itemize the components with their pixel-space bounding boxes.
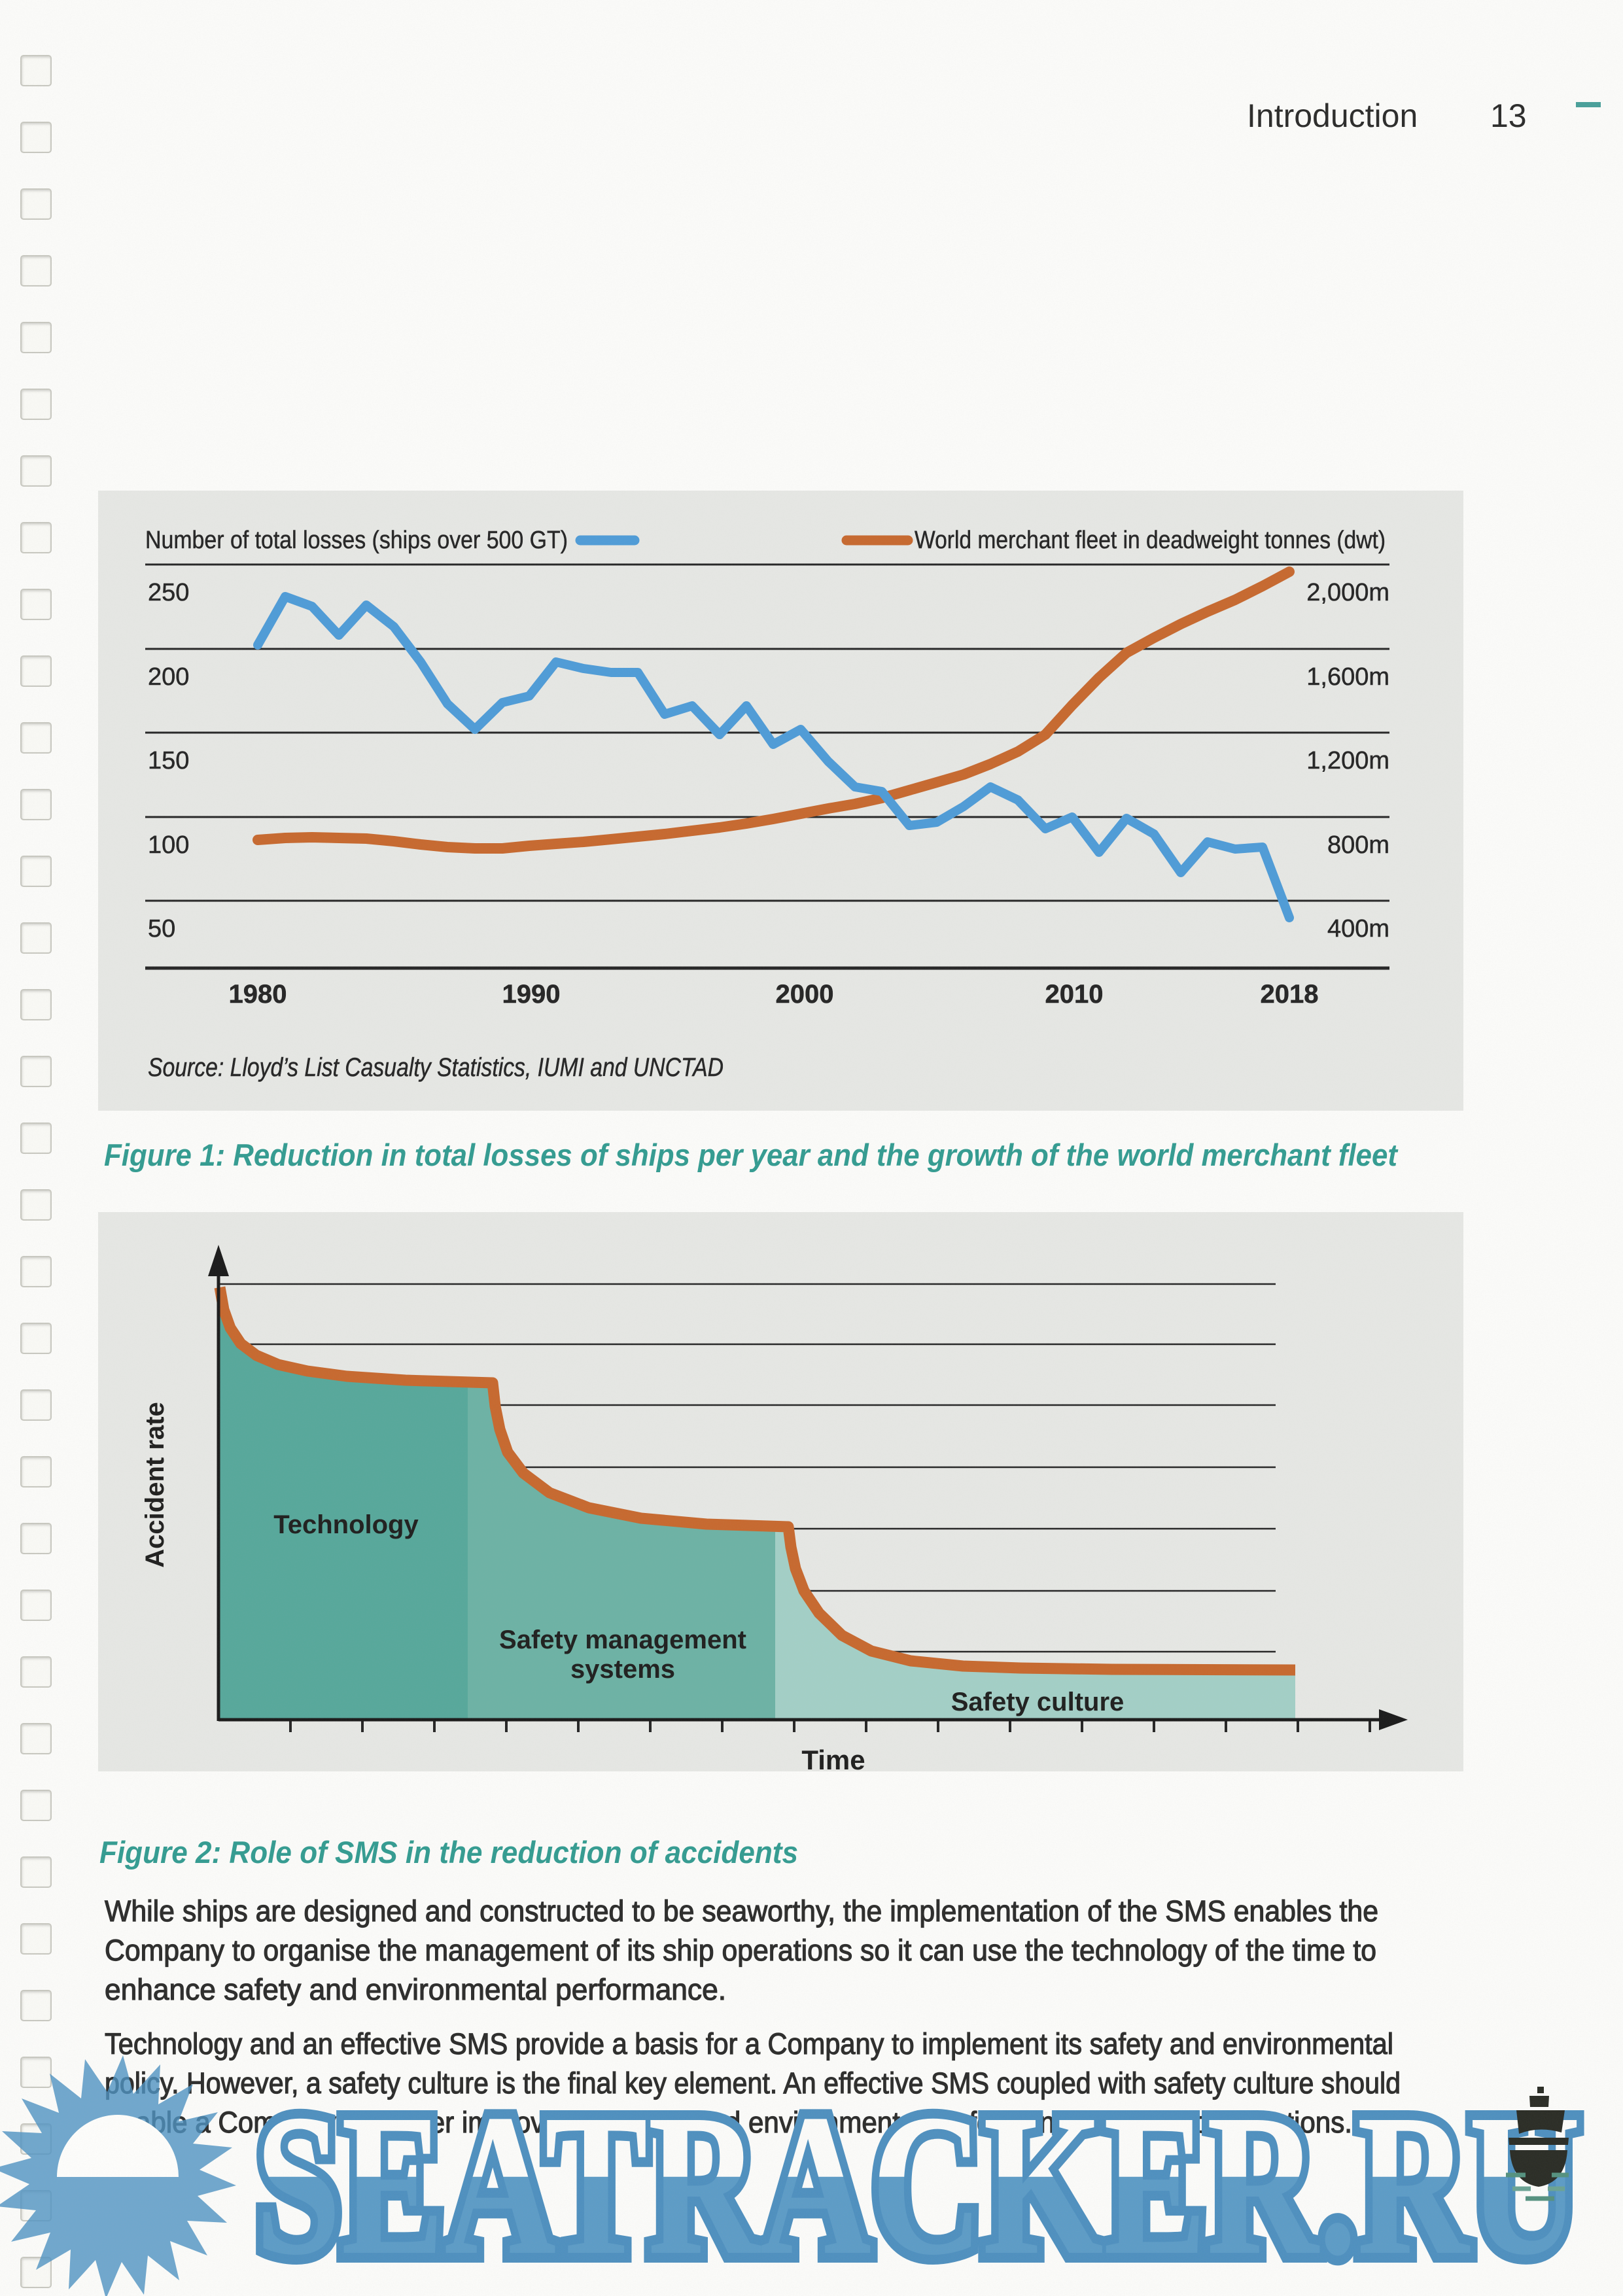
svg-text:While ships are designed and c: While ships are designed and constructed…	[105, 1894, 1378, 1928]
svg-text:SEATRACKER.RU: SEATRACKER.RU	[255, 2073, 1580, 2296]
svg-text:Company to organise the manage: Company to organise the management of it…	[105, 1934, 1376, 1967]
svg-text:enhance safety and environment: enhance safety and environmental perform…	[105, 1973, 726, 2006]
